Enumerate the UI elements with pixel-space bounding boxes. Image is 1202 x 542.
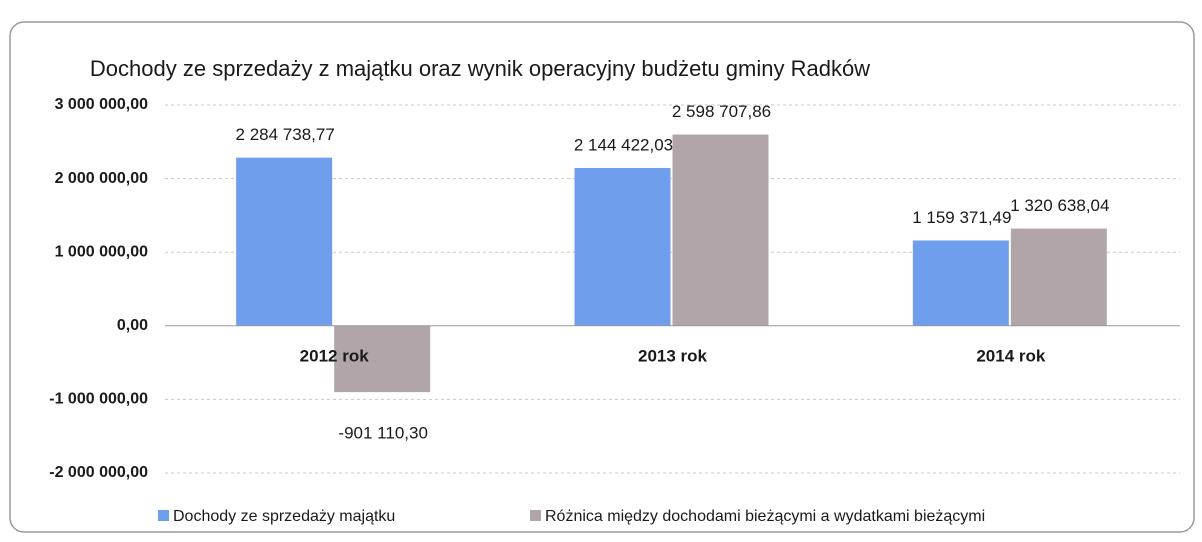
value-label: 1 159 371,49 — [912, 208, 1011, 227]
bar — [1010, 228, 1107, 326]
value-label: 2 144 422,03 — [574, 135, 673, 154]
y-tick-label: 3 000 000,00 — [55, 96, 149, 113]
value-label: 1 320 638,04 — [1010, 196, 1109, 215]
value-label: -901 110,30 — [338, 424, 427, 443]
bar — [574, 167, 671, 326]
value-label: 2 598 707,86 — [672, 102, 771, 121]
value-label: 2 284 738,77 — [236, 125, 335, 144]
y-tick-label: -2 000 000,00 — [49, 464, 148, 481]
x-tick-label: 2013 rok — [638, 346, 708, 365]
legend-swatch — [530, 510, 541, 521]
chart-title: Dochody ze sprzedaży z majątku oraz wyni… — [90, 56, 870, 81]
legend-label: Różnica między dochodami bieżącymi a wyd… — [545, 508, 985, 525]
x-tick-label: 2014 rok — [976, 346, 1046, 365]
y-tick-label: 0,00 — [117, 317, 148, 334]
y-tick-label: -1 000 000,00 — [49, 391, 148, 408]
legend-label: Dochody ze sprzedaży majątku — [173, 508, 395, 525]
y-tick-label: 1 000 000,00 — [55, 243, 149, 260]
y-tick-label: 2 000 000,00 — [55, 170, 149, 187]
bar — [334, 325, 431, 393]
bar — [912, 240, 1009, 326]
bar — [672, 134, 769, 326]
x-tick-label: 2012 rok — [300, 346, 370, 365]
legend-swatch — [158, 510, 169, 521]
bar — [236, 157, 333, 326]
